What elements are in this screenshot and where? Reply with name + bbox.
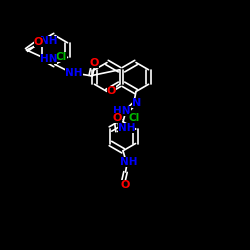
Text: NH: NH: [120, 157, 137, 167]
Text: HN: HN: [40, 54, 58, 64]
Text: Cl: Cl: [128, 112, 140, 122]
Text: O: O: [34, 38, 43, 48]
Text: O: O: [89, 58, 99, 68]
Text: NH: NH: [65, 68, 82, 78]
Text: HN: HN: [113, 106, 130, 116]
Text: O: O: [107, 86, 116, 96]
Text: NH: NH: [40, 36, 58, 46]
Text: O: O: [120, 180, 130, 190]
Text: N: N: [132, 98, 141, 108]
Text: NH: NH: [118, 123, 135, 133]
Text: O: O: [113, 113, 122, 123]
Text: Cl: Cl: [56, 52, 67, 62]
